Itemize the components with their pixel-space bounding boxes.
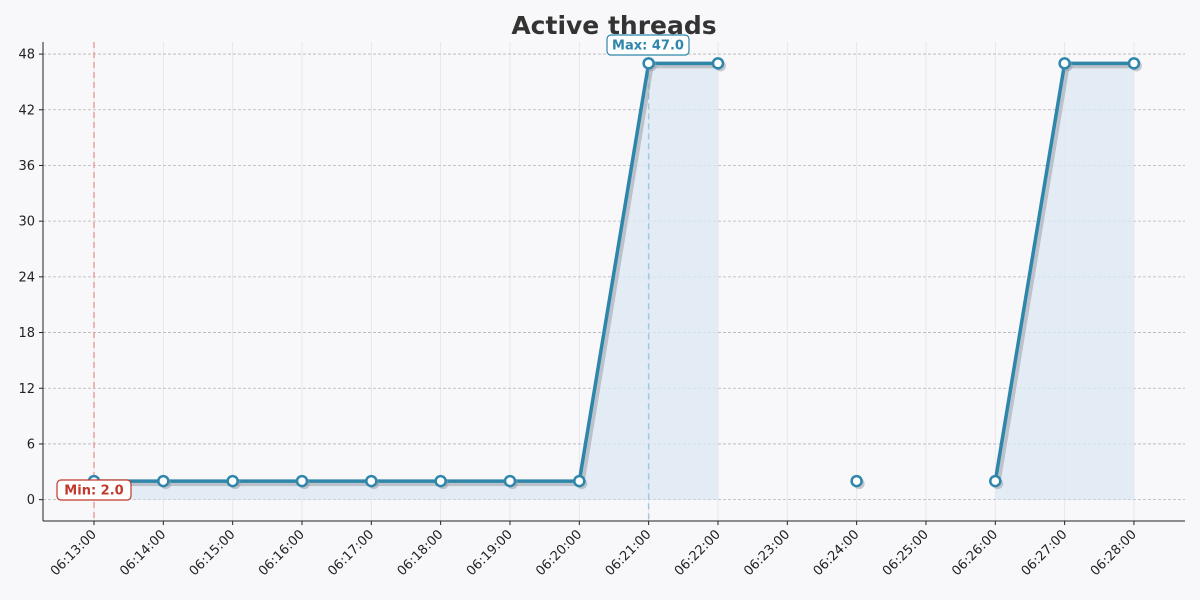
chart-title: Active threads [511, 11, 716, 40]
data-point [434, 474, 447, 488]
y-tick-label: 12 [18, 382, 35, 397]
data-point [642, 57, 655, 70]
annotations: Min: 2.0 Max: 47.0 [56, 34, 690, 501]
data-point [711, 57, 725, 70]
min-annotation: Min: 2.0 [56, 479, 132, 501]
x-tick-label: 06:14:00 [117, 527, 169, 579]
data-point [226, 474, 239, 488]
max-annotation-label: Max: 47.0 [612, 39, 684, 54]
x-tick-label: 06:25:00 [880, 527, 932, 579]
y-tick-label: 42 [18, 103, 35, 118]
x-tick-labels: 06:13:00 06:14:00 06:15:00 06:16:00 06:17:00… [48, 521, 1140, 579]
data-point [157, 474, 170, 488]
line-shadow [97, 64, 721, 487]
reference-lines [93, 42, 650, 521]
x-tick-label: 06:15:00 [187, 527, 239, 579]
x-tick-label: 06:21:00 [603, 527, 655, 579]
x-tick-label: 06:23:00 [741, 527, 793, 579]
y-tick-label: 18 [18, 326, 35, 341]
min-annotation-box [56, 479, 132, 501]
x-tick-label: 06:19:00 [464, 527, 516, 579]
x-tick-label: 06:22:00 [672, 527, 724, 579]
y-tick-label: 6 [27, 437, 35, 452]
data-point [850, 474, 863, 488]
x-tick-label: 06:13:00 [48, 527, 100, 579]
min-annotation-label: Min: 2.0 [64, 484, 123, 499]
x-tick-label: 06:17:00 [325, 527, 377, 579]
data-points [87, 57, 1142, 490]
data-point [365, 474, 378, 488]
data-point [1058, 57, 1071, 70]
data-point [295, 474, 309, 488]
area-segment [995, 63, 1134, 500]
x-tick-label: 06:16:00 [256, 527, 308, 579]
y-tick-label: 36 [18, 159, 35, 174]
x-tick-label: 06:18:00 [395, 527, 447, 579]
data-point [573, 474, 586, 488]
data-point [503, 474, 517, 488]
area-fill [94, 63, 1134, 500]
x-tick-label: 06:28:00 [1088, 527, 1140, 579]
y-tick-label: 24 [18, 270, 35, 285]
x-tick-label: 06:26:00 [949, 527, 1001, 579]
x-tick-label: 06:27:00 [1019, 527, 1071, 579]
max-annotation-box [606, 34, 690, 56]
data-point [1127, 57, 1141, 70]
data-point [989, 474, 1002, 488]
series-line-segment [94, 61, 718, 483]
max-annotation: Max: 47.0 [606, 34, 690, 56]
area-segment [94, 63, 718, 500]
y-tick-label: 48 [18, 48, 35, 63]
x-tick-label: 06:20:00 [533, 527, 585, 579]
y-tick-label: 0 [27, 493, 35, 508]
y-tick-labels: 0 6 12 18 24 30 36 42 48 [18, 48, 43, 508]
y-tick-label: 30 [18, 215, 35, 230]
x-tick-label: 06:24:00 [811, 527, 863, 579]
axes [42, 42, 1185, 522]
